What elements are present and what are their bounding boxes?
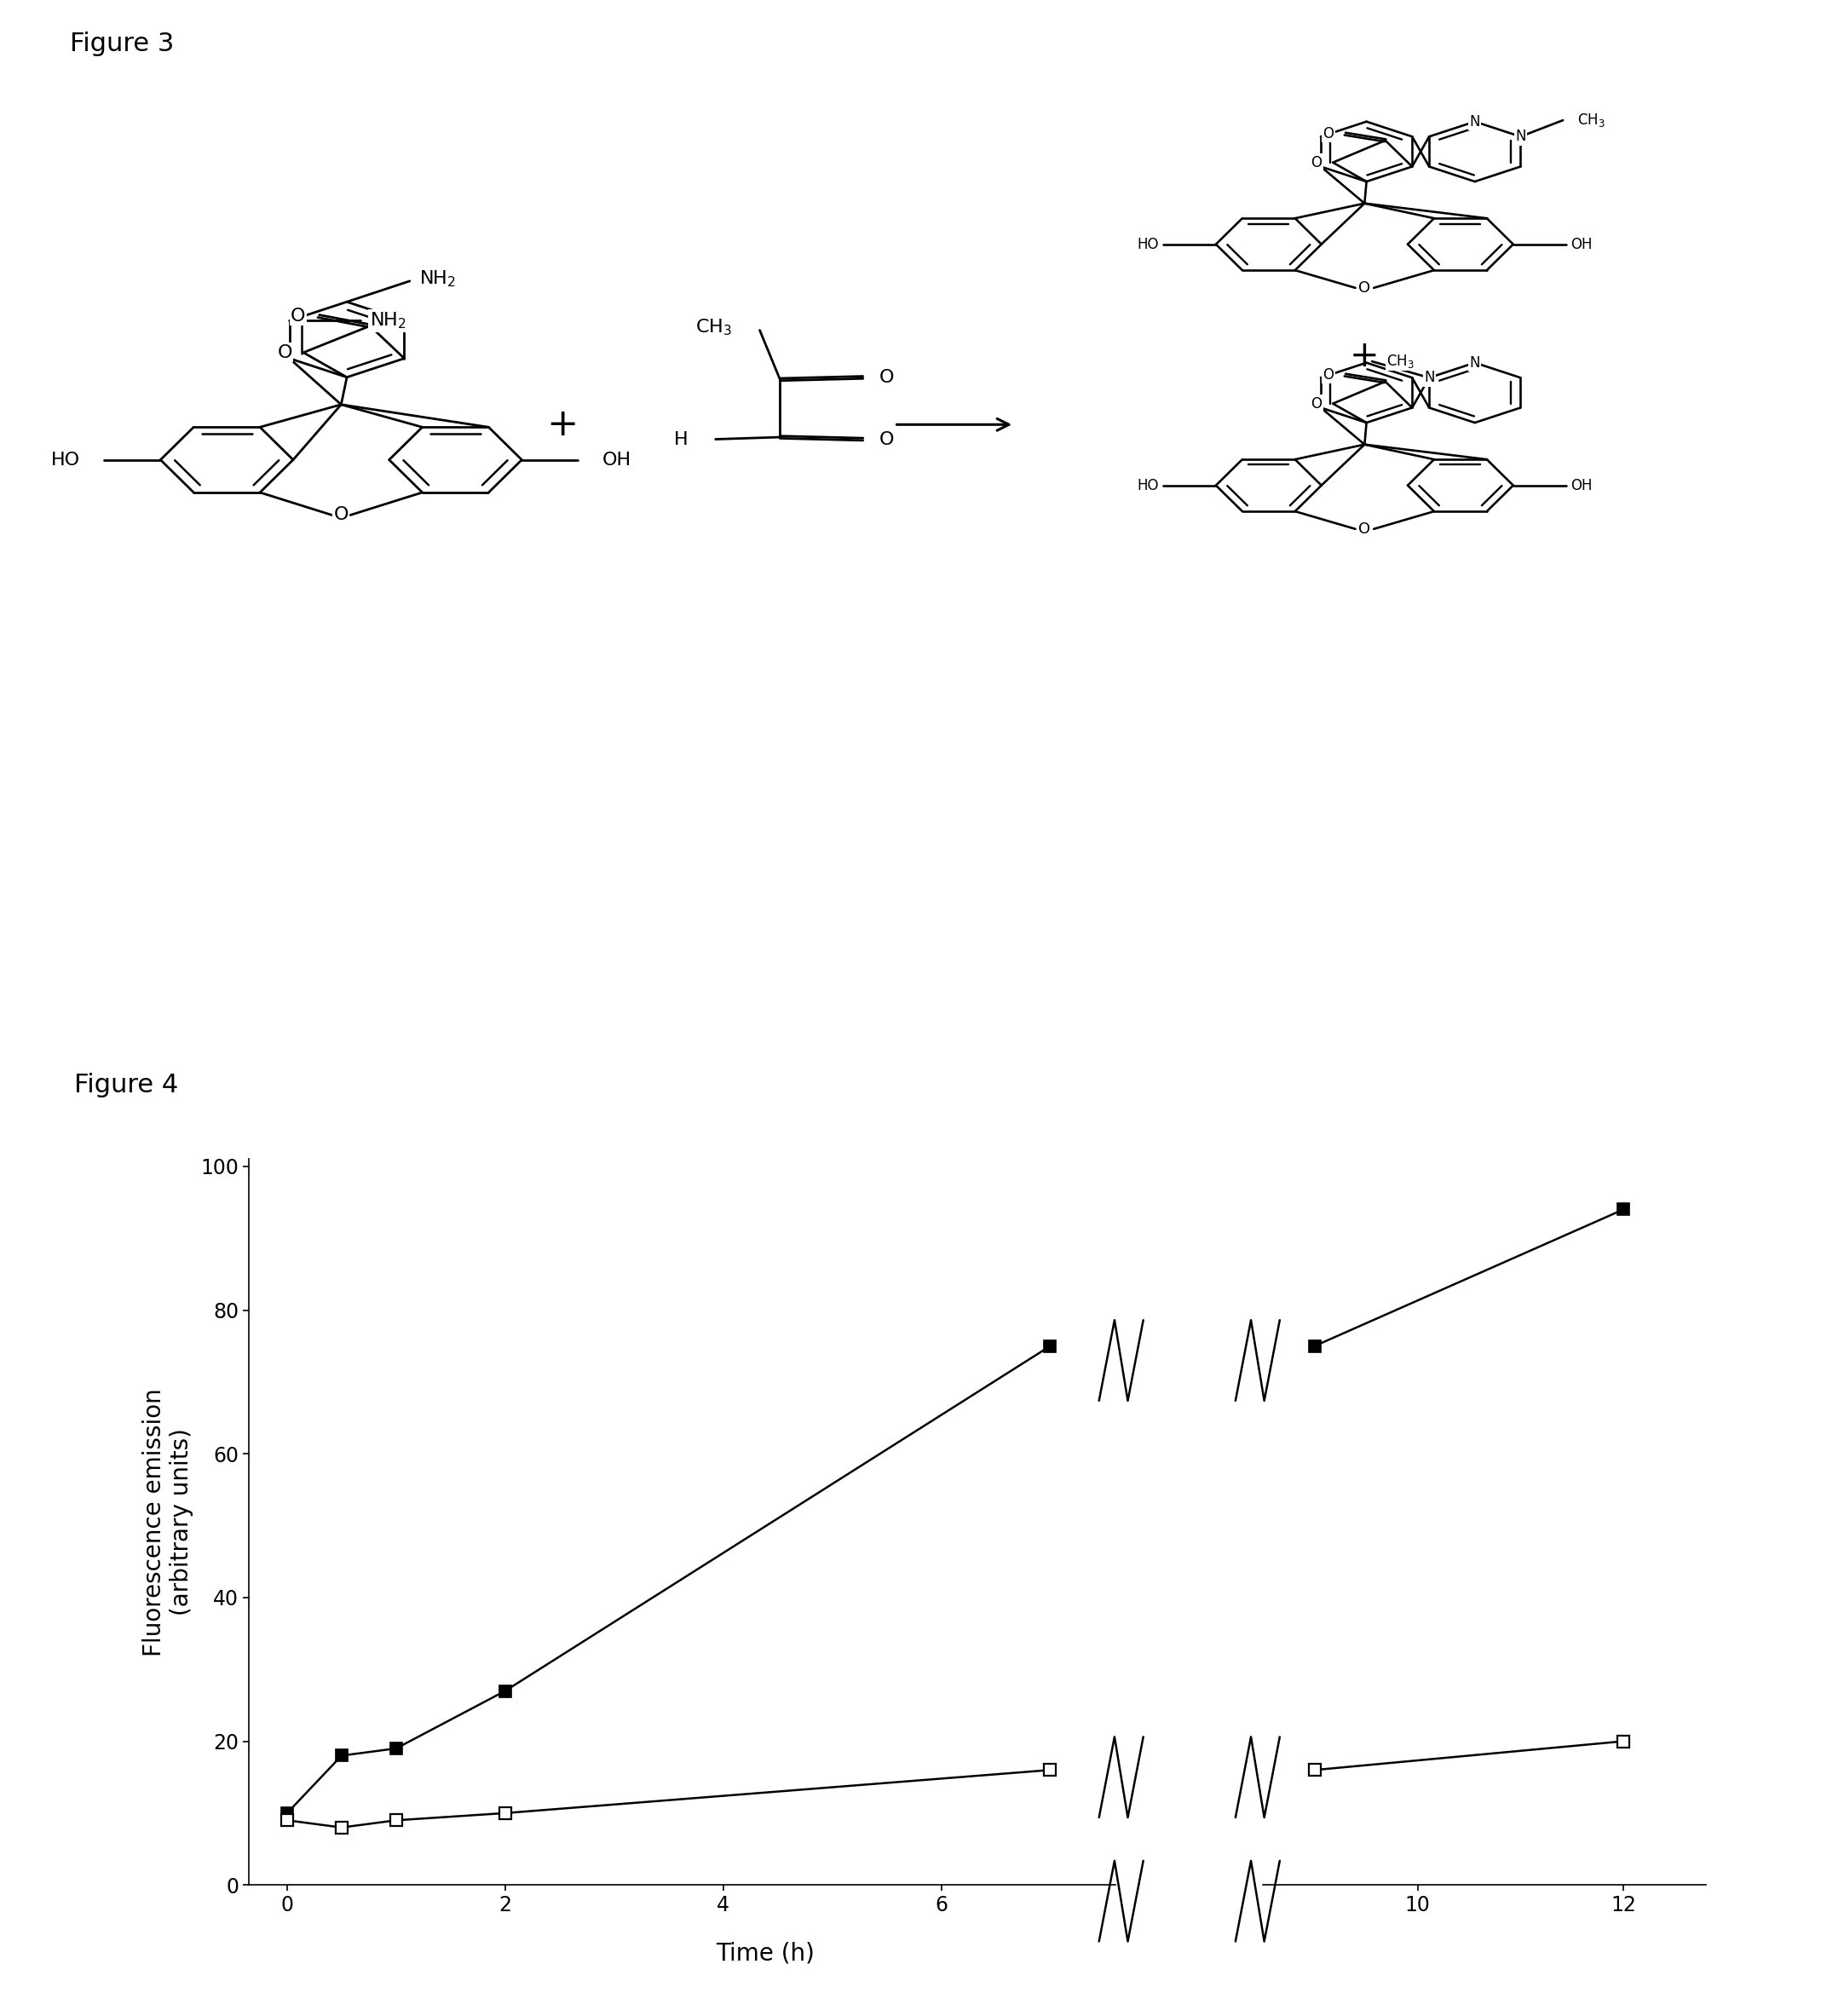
Text: HO: HO bbox=[1136, 236, 1158, 252]
Text: O: O bbox=[291, 308, 306, 325]
Text: OH: OH bbox=[601, 452, 631, 468]
Text: +: + bbox=[546, 407, 579, 444]
Text: NH$_2$: NH$_2$ bbox=[419, 268, 455, 288]
Text: Time (h): Time (h) bbox=[715, 1941, 815, 1966]
Text: HO: HO bbox=[52, 452, 81, 468]
Text: N: N bbox=[1470, 355, 1481, 371]
Text: N: N bbox=[1516, 129, 1525, 145]
Text: +: + bbox=[1350, 339, 1379, 375]
Text: N: N bbox=[1470, 115, 1481, 129]
Text: H: H bbox=[673, 431, 688, 448]
Text: O: O bbox=[1359, 280, 1370, 296]
Text: CH$_3$: CH$_3$ bbox=[1387, 353, 1414, 369]
Text: Figure 4: Figure 4 bbox=[74, 1073, 177, 1097]
Text: Figure 3: Figure 3 bbox=[70, 32, 175, 56]
Text: O: O bbox=[1359, 522, 1370, 536]
Text: O: O bbox=[1322, 127, 1333, 141]
Y-axis label: Fluorescence emission
(arbitrary units): Fluorescence emission (arbitrary units) bbox=[142, 1387, 194, 1657]
Text: O: O bbox=[880, 431, 894, 448]
Text: CH$_3$: CH$_3$ bbox=[1578, 111, 1606, 129]
Text: O: O bbox=[880, 369, 894, 385]
Text: O: O bbox=[1311, 155, 1322, 169]
Text: O: O bbox=[277, 345, 293, 361]
Text: N: N bbox=[1424, 371, 1435, 385]
Text: HO: HO bbox=[1136, 478, 1158, 494]
Text: OH: OH bbox=[1571, 478, 1593, 494]
Text: OH: OH bbox=[1571, 236, 1593, 252]
Text: O: O bbox=[334, 506, 349, 524]
Text: NH$_2$: NH$_2$ bbox=[369, 310, 406, 331]
Text: O: O bbox=[1322, 367, 1333, 383]
Text: O: O bbox=[1311, 395, 1322, 411]
Text: CH$_3$: CH$_3$ bbox=[695, 317, 732, 337]
